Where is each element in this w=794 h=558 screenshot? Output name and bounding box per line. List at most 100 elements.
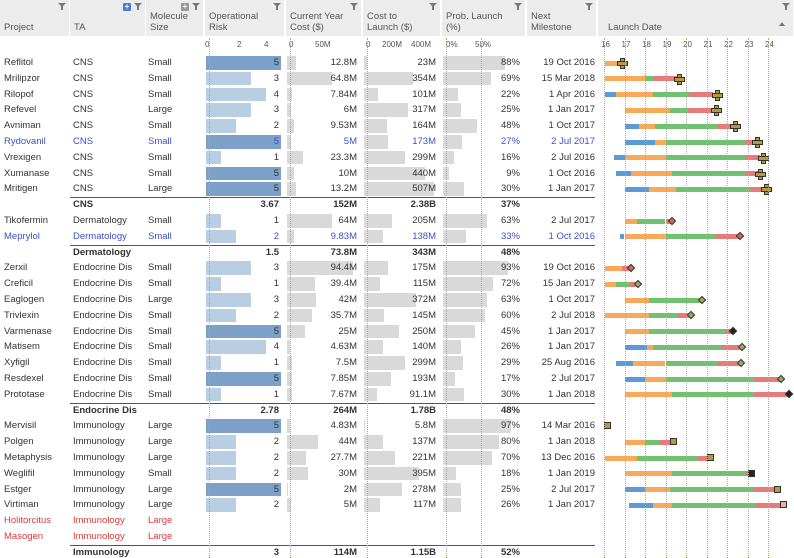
launch-plus-marker-icon[interactable] — [757, 152, 769, 164]
filter-icon[interactable] — [429, 3, 437, 10]
molecule-size: Small — [148, 167, 172, 179]
launch-plus-marker-icon[interactable] — [754, 168, 766, 180]
filter-icon[interactable] — [192, 3, 200, 10]
header-project[interactable]: Project — [0, 0, 70, 36]
launch-plus-marker-icon[interactable] — [710, 105, 722, 117]
project-row[interactable]: Estger Immunology Large 5 2M 278M 25% 2 Jul 201… — [0, 482, 794, 498]
cost-bar — [287, 71, 333, 86]
header-next-milestone[interactable]: Next Milestone — [527, 0, 597, 36]
group-summary-row[interactable]: Dermatology 1.5 73.8M 343M 48% — [0, 244, 794, 261]
launch-square-marker-icon[interactable] — [604, 422, 612, 430]
header-cost-to-launch[interactable]: Cost to Launch ($) — [363, 0, 441, 36]
project-row[interactable]: Mritigen CNS Large 5 13.2M 507M 30% 1 Jan 2017 — [0, 181, 794, 197]
project-row[interactable]: Metaphysis Immunology Large 2 27.7M 221M 70% 13… — [0, 450, 794, 466]
cost-value: 64.8M — [330, 72, 357, 84]
prob-bar — [443, 387, 464, 402]
launch-square-marker-icon[interactable] — [774, 485, 782, 493]
cost-value: 94.4M — [330, 262, 357, 274]
project-row[interactable]: Mervisil Immunology Large 5 4.83M 5.8M 97% 14 M… — [0, 418, 794, 434]
project-row[interactable]: Xyfigil Endocrine Dis Small 1 7.5M 299M 29% 25 … — [0, 355, 794, 371]
project-row[interactable]: Creficil Endocrine Dis Small 1 39.4M 115M 72% 1… — [0, 276, 794, 292]
project-row[interactable]: Xumanase CNS Small 5 10M 440M 9% 1 Oct 2016 — [0, 166, 794, 182]
ctl-value: 140M — [412, 341, 436, 353]
group-summary-row[interactable]: Immunology 3 114M 1.15B 52% — [0, 544, 794, 558]
group-summary-row[interactable]: Endocrine Dis 2.78 264M 1.78B 48% — [0, 402, 794, 419]
header-molecule-size-label: Molecule Size — [150, 11, 189, 33]
cost-value: 10M — [338, 167, 357, 179]
launch-square-marker-icon[interactable] — [780, 501, 788, 509]
project-row[interactable]: Resdexel Endocrine Dis Small 5 7.85M 193M 17% 2… — [0, 371, 794, 387]
filter-icon[interactable] — [350, 3, 358, 10]
molecule-size: Small — [148, 388, 172, 400]
project-row[interactable]: Holitorcitus Immunology Large — [0, 513, 794, 529]
header-operational-risk[interactable]: Operational Risk — [205, 0, 285, 36]
project-row[interactable]: Avniman CNS Small 2 9.53M 164M 48% 1 Oct 2017 — [0, 118, 794, 134]
launch-plus-marker-icon[interactable] — [711, 89, 723, 101]
risk-tick: 0 — [205, 40, 210, 49]
project-name: Zerxil — [4, 262, 28, 274]
phase-segment — [665, 376, 754, 382]
cost-value: 30M — [338, 467, 357, 479]
group-cost: 152M — [333, 199, 357, 211]
group-prob: 37% — [500, 199, 520, 211]
project-row[interactable]: Prototase Endocrine Dis Small 1 7.67M 91.1M 30… — [0, 387, 794, 403]
project-row[interactable]: Matisem Endocrine Dis Small 4 4.63M 140M 26% 1 … — [0, 339, 794, 355]
launch-plus-marker-icon[interactable] — [751, 137, 763, 148]
phase-segment — [620, 234, 625, 240]
header-ta[interactable]: TA + — [70, 0, 146, 36]
header-molecule-size[interactable]: Molecule Size + — [146, 0, 204, 36]
project-row[interactable]: Rydovanil CNS Small 5 5M 173M 27% 2 Jul 2017 — [0, 134, 794, 150]
project-name: Holitorcitus — [4, 515, 51, 527]
project-row[interactable]: Mrilipzor CNS Small 3 64.8M 354M 69% 15 Mar 201… — [0, 71, 794, 87]
project-row[interactable]: Weglifil Immunology Small 2 30M 395M 18% 1 Jan … — [0, 466, 794, 482]
molecule-size: Small — [148, 278, 172, 290]
sort-ascending-icon[interactable] — [779, 22, 785, 26]
launch-plus-marker-icon[interactable] — [673, 73, 685, 85]
prob-bar — [443, 71, 492, 86]
launch-square-marker-icon[interactable] — [747, 469, 755, 477]
project-row[interactable]: Eaglogen Endocrine Dis Large 3 42M 372M 63% 1 O… — [0, 292, 794, 308]
phase-segment — [649, 313, 678, 319]
project-name: Trivlexin — [4, 309, 40, 321]
header-prob-launch-label: Prob. Launch (%) — [446, 11, 503, 33]
filter-icon[interactable] — [585, 3, 593, 10]
project-row[interactable]: Polgen Immunology Large 2 44M 137M 80% 1 Jan 20… — [0, 434, 794, 450]
molecule-size: Small — [148, 72, 172, 84]
phase-segment — [671, 171, 746, 177]
filter-icon[interactable] — [514, 3, 522, 10]
launch-diamond-marker-icon[interactable] — [777, 374, 786, 383]
filter-icon[interactable] — [134, 3, 142, 10]
project-row[interactable]: Rilopof CNS Small 4 7.84M 101M 22% 1 Apr 2016 — [0, 87, 794, 103]
ctl-value: 137M — [412, 436, 436, 448]
project-row[interactable]: Meprylol Dermatology Small 2 9.83M 138M 33% 1 O… — [0, 229, 794, 245]
header-launch-date[interactable]: Launch Date — [598, 0, 794, 36]
project-row[interactable]: Masogen Immunology Large — [0, 529, 794, 545]
project-row[interactable]: Trivlexin Endocrine Dis Small 2 35.7M 145M 60%… — [0, 308, 794, 324]
project-row[interactable]: Tikofermin Dermatology Small 1 64M 205M 63% 2 J… — [0, 213, 794, 229]
project-row[interactable]: Refevel CNS Large 3 6M 317M 25% 1 Jan 2017 — [0, 102, 794, 118]
filter-icon[interactable] — [58, 3, 66, 10]
molecule-size: Large — [148, 183, 173, 195]
group-summary-row[interactable]: CNS 3.67 152M 2.38B 37% — [0, 197, 794, 213]
project-row[interactable]: Varmenase Endocrine Dis Small 5 25M 250M 45% 1 … — [0, 324, 794, 340]
project-row[interactable]: Reflitol CNS Small 5 12.8M 23M 88% 19 Oct 2016 — [0, 55, 794, 71]
ctl-bar — [364, 324, 399, 339]
prob-bar — [443, 340, 462, 354]
header-current-year-cost[interactable]: Current Year Cost ($) — [286, 0, 362, 36]
project-row[interactable]: Virtiman Immunology Large 2 5M 117M 26% 1 Jan 2… — [0, 497, 794, 513]
expand-plus-icon[interactable]: + — [123, 2, 131, 11]
next-milestone: 1 Jan 2018 — [547, 436, 595, 448]
project-row[interactable]: Zerxil Endocrine Dis Small 3 94.4M 175M 93% 19 … — [0, 260, 794, 276]
group-risk: 3.67 — [260, 199, 280, 211]
launch-square-marker-icon[interactable] — [669, 438, 677, 446]
gridline — [209, 38, 210, 558]
phase-segment — [624, 186, 650, 192]
expand-plus-icon[interactable]: + — [181, 2, 189, 11]
header-prob-launch[interactable]: Prob. Launch (%) — [442, 0, 526, 36]
launch-square-marker-icon[interactable] — [706, 454, 714, 461]
launch-diamond-marker-icon[interactable] — [698, 295, 707, 304]
project-row[interactable]: Vrexigen CNS Small 1 23.3M 299M 16% 2 Jul 2016 — [0, 150, 794, 166]
launch-plus-marker-icon[interactable] — [730, 121, 742, 133]
filter-icon[interactable] — [782, 3, 790, 10]
filter-icon[interactable] — [273, 3, 281, 10]
